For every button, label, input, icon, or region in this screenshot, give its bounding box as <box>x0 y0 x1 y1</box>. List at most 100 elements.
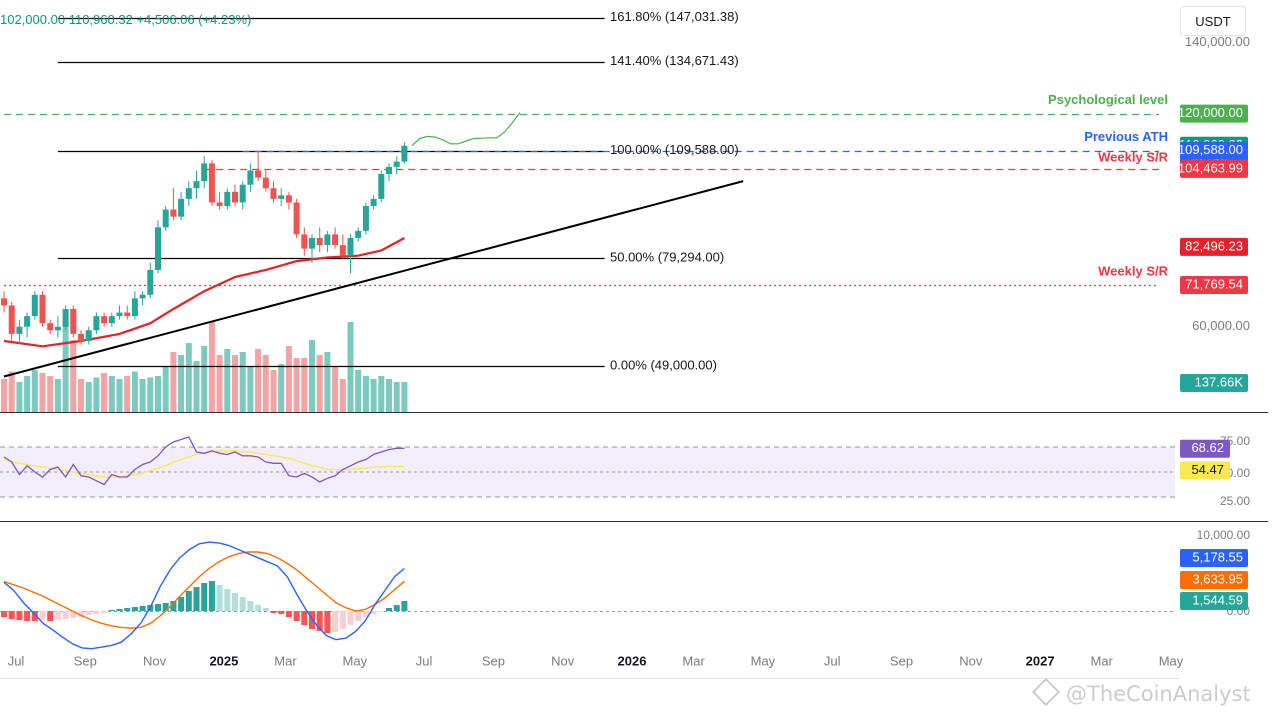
macd-histogram-bar <box>162 603 169 611</box>
volume-bar <box>8 371 15 412</box>
candle-body <box>170 209 177 217</box>
macd-histogram-bar <box>370 611 377 614</box>
annotation-label-wsr1: Weekly S/R <box>1098 149 1168 164</box>
volume-bar <box>285 346 292 412</box>
ohlc-change-pct: (+4.23%) <box>198 12 252 27</box>
time-axis-label: Jul <box>8 653 25 668</box>
macd-histogram-bar <box>208 581 215 611</box>
candle-body <box>255 170 262 178</box>
time-axis-label: 2025 <box>209 653 238 668</box>
candle-body <box>16 326 23 334</box>
candle-body <box>316 237 323 246</box>
macd-histogram-bar <box>301 611 308 625</box>
volume-bar <box>108 376 115 412</box>
volume-bar <box>155 376 161 412</box>
candle-body <box>224 191 231 206</box>
fib-label-fib1618: 161.80% (147,031.38) <box>610 9 739 24</box>
time-axis-label: May <box>751 653 776 668</box>
candle-body <box>108 316 115 324</box>
price-axis-tick: 60,000.00 <box>1192 318 1250 333</box>
macd-histogram-bar <box>247 601 254 611</box>
ohlc-left: 102,000.00 <box>0 12 66 27</box>
macd-line <box>3 541 405 650</box>
watermark-text: @TheCoinAnalyst <box>1066 682 1251 706</box>
candle-body <box>62 309 69 327</box>
macd-histogram-bar <box>355 611 362 621</box>
projection-path <box>411 112 521 147</box>
macd-histogram-bar <box>278 611 285 614</box>
time-axis-label: Mar <box>1091 653 1114 668</box>
volume-bar <box>101 373 108 412</box>
price-tag-tag-psych <box>1180 104 1248 123</box>
macd-histogram-bar <box>309 611 315 629</box>
macd-histogram-bar <box>70 611 77 618</box>
macd-histogram-bar <box>24 611 31 621</box>
candle-body <box>8 305 15 334</box>
volume-bar <box>139 379 146 412</box>
price-tag-text-tag-psych: 120,000.00 <box>1178 105 1243 120</box>
candle-body <box>378 174 385 199</box>
candle-body <box>324 234 331 246</box>
trendline <box>3 180 744 378</box>
macd-histogram-bar <box>139 606 146 611</box>
volume-bar <box>147 377 154 412</box>
candle-body <box>116 312 123 317</box>
macd-histogram-bar <box>78 611 84 617</box>
volume-bar <box>47 376 54 412</box>
macd-signal-tag <box>1180 571 1248 589</box>
volume-bar <box>301 358 308 412</box>
macd-histogram-bar <box>1 611 7 617</box>
diamond-icon <box>1031 677 1061 707</box>
candle-body <box>39 294 46 324</box>
candle-body <box>147 269 154 295</box>
volume-bar <box>370 379 377 412</box>
macd-histogram-bar <box>170 601 177 611</box>
price-axis-tick: 140,000.00 <box>1185 34 1250 49</box>
volume-bar <box>362 376 369 412</box>
macd-histogram-bar <box>31 611 38 621</box>
macd-histogram-bar <box>362 611 369 617</box>
candle-body <box>270 188 277 199</box>
ohlc-close: 110,960.32 <box>68 12 133 27</box>
candle-body <box>101 316 108 324</box>
macd-signal-line <box>3 551 405 629</box>
volume-bar <box>201 346 208 412</box>
volume-bar <box>185 343 192 412</box>
volume-bar <box>178 355 185 412</box>
candle-body <box>362 206 369 231</box>
macd-histogram-bar <box>332 611 339 632</box>
candle-body <box>239 184 246 203</box>
candle-body <box>309 237 315 249</box>
volume-bar <box>324 352 331 412</box>
rsi-ma-tag <box>1180 461 1230 480</box>
candle-body <box>201 163 208 182</box>
macd-histogram-bar <box>193 587 200 611</box>
currency-label: USDT <box>1195 13 1231 29</box>
volume-bar <box>54 379 61 412</box>
macd-histogram-bar <box>185 591 192 611</box>
macd-histogram-bar <box>386 608 392 611</box>
candle-body <box>247 170 254 185</box>
candle-body <box>232 191 238 203</box>
macd-histogram-bar <box>224 589 231 611</box>
macd-histogram-bar <box>239 597 246 611</box>
macd-histogram-bar <box>401 601 408 611</box>
macd-tag <box>1180 549 1248 567</box>
volume-bar <box>116 379 123 412</box>
volume-bar <box>1 379 7 412</box>
price-tag-text-tag-ma: 82,496.23 <box>1185 238 1243 253</box>
volume-bar <box>293 358 300 412</box>
currency-selector[interactable]: USDT <box>1180 6 1246 36</box>
price-tag-text-tag-ath: 109,588.00 <box>1178 142 1243 157</box>
candle-body <box>31 294 38 317</box>
volume-bar <box>401 382 408 412</box>
macd-axis-top: 10,000.00 <box>1197 528 1251 542</box>
volume-bar <box>16 382 23 412</box>
volume-bar <box>393 382 400 412</box>
macd-histogram-bar <box>285 611 292 617</box>
volume-bar <box>170 352 177 412</box>
candle-body <box>85 330 92 341</box>
volume-bar <box>355 370 362 412</box>
time-axis-label: Nov <box>143 653 167 668</box>
